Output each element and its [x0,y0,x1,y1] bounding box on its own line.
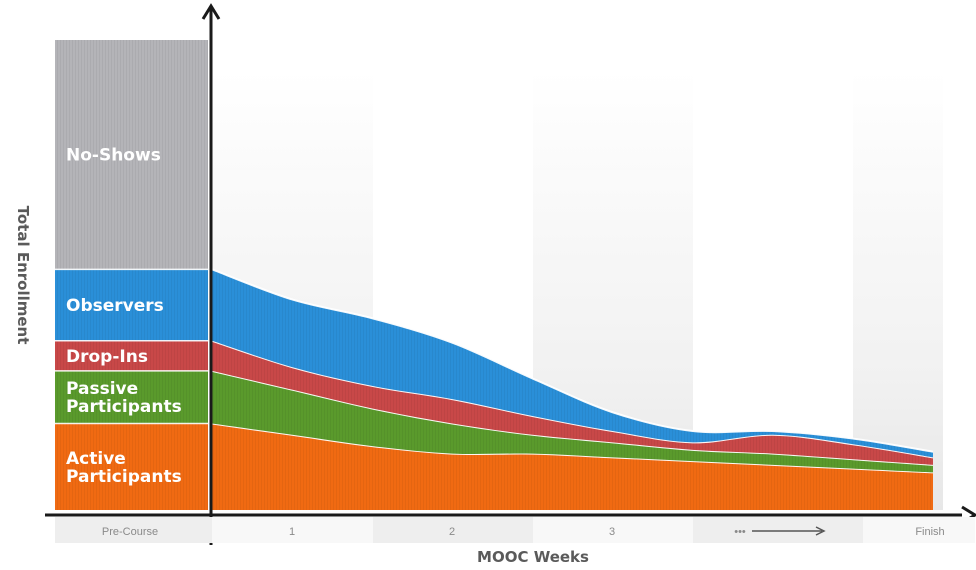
area-texture [212,340,933,465]
tick-cell [212,517,373,543]
category-labels: ActiveParticipantsPassiveParticipantsDro… [66,146,182,487]
x-tick-label: ••• [734,526,746,538]
pre-course-stacked-bar [55,40,208,510]
y-axis-title: Total Enrollment [14,206,32,345]
y-axis-arrowhead [201,3,221,20]
x-tick-labels: Pre-Course 1 2 3 ••• Finish [55,517,975,543]
enrollment-areas [211,268,934,510]
segment-texture [55,370,208,424]
segment-texture [55,269,208,341]
continuation-arrowhead [815,526,826,536]
tick-cell [693,517,863,543]
label-observers: Observers [66,296,164,316]
segment-texture [55,40,208,270]
tick-cell [373,517,533,543]
x-tick-label: 2 [449,526,455,538]
x-tick-label: Pre-Course [102,526,158,538]
week-band-5 [853,70,943,510]
label-drop-ins: Drop-Ins [66,347,148,367]
segment-texture [55,340,208,371]
label-active-participants: Active [66,449,126,469]
label-passive-participants: Participants [66,397,182,417]
area-texture [212,370,933,473]
tick-cell [863,517,975,543]
area-texture [212,423,933,510]
x-tick-label: 1 [289,526,295,538]
area-texture [212,269,933,458]
x-tick-label: 3 [609,526,615,538]
segment-texture [55,423,208,510]
week-background-bands [212,70,943,510]
x-tick-label: Finish [915,526,944,538]
label-active-participants: Participants [66,467,182,487]
tick-cell [55,517,212,543]
label-no-shows: No-Shows [66,146,161,166]
area-edge-observers [211,268,934,453]
x-axis-title: MOOC Weeks [477,548,589,566]
label-passive-participants: Passive [66,379,138,399]
tick-cell [533,517,693,543]
